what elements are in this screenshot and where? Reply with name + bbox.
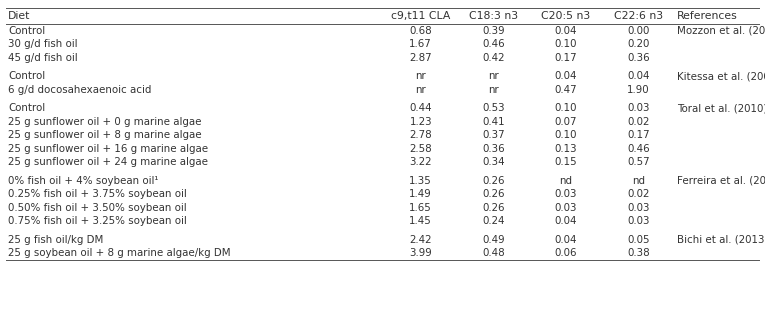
Text: 0.03: 0.03	[555, 189, 578, 199]
Text: 0.36: 0.36	[483, 144, 505, 154]
Text: 0.25% fish oil + 3.75% soybean oil: 0.25% fish oil + 3.75% soybean oil	[8, 189, 187, 199]
Text: 1.67: 1.67	[409, 39, 432, 49]
Text: 0.06: 0.06	[555, 248, 578, 258]
Text: nd: nd	[560, 176, 572, 186]
Text: 0.05: 0.05	[627, 235, 649, 245]
Text: nr: nr	[415, 85, 426, 95]
Text: Mozzon et al. (2002): Mozzon et al. (2002)	[677, 26, 765, 36]
Text: 0.04: 0.04	[627, 71, 649, 81]
Text: 25 g sunflower oil + 0 g marine algae: 25 g sunflower oil + 0 g marine algae	[8, 117, 202, 127]
Text: 0.49: 0.49	[483, 235, 505, 245]
Text: 0.03: 0.03	[627, 203, 649, 213]
Text: 0.10: 0.10	[555, 130, 578, 140]
Text: nr: nr	[488, 85, 500, 95]
Text: 0.44: 0.44	[409, 103, 432, 113]
Text: 0.00: 0.00	[627, 26, 649, 36]
Text: Control: Control	[8, 26, 45, 36]
Text: 0.47: 0.47	[555, 85, 578, 95]
Text: 0.39: 0.39	[483, 26, 505, 36]
Text: 25 g sunflower oil + 8 g marine algae: 25 g sunflower oil + 8 g marine algae	[8, 130, 202, 140]
Text: 0.48: 0.48	[483, 248, 505, 258]
Text: 25 g sunflower oil + 24 g marine algae: 25 g sunflower oil + 24 g marine algae	[8, 157, 208, 167]
Text: 0.37: 0.37	[483, 130, 505, 140]
Text: 0.15: 0.15	[555, 157, 578, 167]
Text: 0.75% fish oil + 3.25% soybean oil: 0.75% fish oil + 3.25% soybean oil	[8, 216, 187, 226]
Text: 0% fish oil + 4% soybean oil¹: 0% fish oil + 4% soybean oil¹	[8, 176, 158, 186]
Text: 3.22: 3.22	[409, 157, 432, 167]
Text: 0.24: 0.24	[483, 216, 505, 226]
Text: 0.04: 0.04	[555, 235, 578, 245]
Text: Kitessa et al. (2003): Kitessa et al. (2003)	[677, 71, 765, 81]
Text: Ferreira et al. (2011): Ferreira et al. (2011)	[677, 176, 765, 186]
Text: 0.41: 0.41	[483, 117, 505, 127]
Text: 0.17: 0.17	[555, 53, 578, 63]
Text: 1.23: 1.23	[409, 117, 432, 127]
Text: 2.58: 2.58	[409, 144, 432, 154]
Text: 0.04: 0.04	[555, 71, 578, 81]
Text: 0.42: 0.42	[483, 53, 505, 63]
Text: 2.87: 2.87	[409, 53, 432, 63]
Text: 1.35: 1.35	[409, 176, 432, 186]
Text: 0.34: 0.34	[483, 157, 505, 167]
Text: Toral et al. (2010): Toral et al. (2010)	[677, 103, 765, 113]
Text: 6 g/d docosahexaenoic acid: 6 g/d docosahexaenoic acid	[8, 85, 151, 95]
Text: 0.53: 0.53	[483, 103, 505, 113]
Text: 0.10: 0.10	[555, 39, 578, 49]
Text: C18:3 n3: C18:3 n3	[469, 11, 519, 21]
Text: C22:6 n3: C22:6 n3	[614, 11, 663, 21]
Text: 0.38: 0.38	[627, 248, 649, 258]
Text: 25 g soybean oil + 8 g marine algae/kg DM: 25 g soybean oil + 8 g marine algae/kg D…	[8, 248, 231, 258]
Text: Control: Control	[8, 71, 45, 81]
Text: nr: nr	[488, 71, 500, 81]
Text: 2.42: 2.42	[409, 235, 432, 245]
Text: Bichi et al. (2013): Bichi et al. (2013)	[677, 235, 765, 245]
Text: 0.02: 0.02	[627, 117, 649, 127]
Text: 0.13: 0.13	[555, 144, 578, 154]
Text: 0.57: 0.57	[627, 157, 649, 167]
Text: 0.04: 0.04	[555, 216, 578, 226]
Text: 1.90: 1.90	[627, 85, 649, 95]
Text: 30 g/d fish oil: 30 g/d fish oil	[8, 39, 77, 49]
Text: Control: Control	[8, 103, 45, 113]
Text: 0.03: 0.03	[555, 203, 578, 213]
Text: 0.26: 0.26	[483, 189, 505, 199]
Text: 1.49: 1.49	[409, 189, 432, 199]
Text: 0.68: 0.68	[409, 26, 432, 36]
Text: 0.04: 0.04	[555, 26, 578, 36]
Text: 0.50% fish oil + 3.50% soybean oil: 0.50% fish oil + 3.50% soybean oil	[8, 203, 187, 213]
Text: 0.46: 0.46	[483, 39, 505, 49]
Text: 0.02: 0.02	[627, 189, 649, 199]
Text: 1.65: 1.65	[409, 203, 432, 213]
Text: 0.46: 0.46	[627, 144, 649, 154]
Text: 25 g sunflower oil + 16 g marine algae: 25 g sunflower oil + 16 g marine algae	[8, 144, 208, 154]
Text: 0.26: 0.26	[483, 203, 505, 213]
Text: 0.17: 0.17	[627, 130, 649, 140]
Text: Diet: Diet	[8, 11, 31, 21]
Text: 3.99: 3.99	[409, 248, 432, 258]
Text: 0.20: 0.20	[627, 39, 649, 49]
Text: 0.03: 0.03	[627, 216, 649, 226]
Text: 1.45: 1.45	[409, 216, 432, 226]
Text: References: References	[677, 11, 737, 21]
Text: 0.36: 0.36	[627, 53, 649, 63]
Text: 45 g/d fish oil: 45 g/d fish oil	[8, 53, 78, 63]
Text: 0.26: 0.26	[483, 176, 505, 186]
Text: c9,t11 CLA: c9,t11 CLA	[391, 11, 451, 21]
Text: 25 g fish oil/kg DM: 25 g fish oil/kg DM	[8, 235, 103, 245]
Text: nr: nr	[415, 71, 426, 81]
Text: 0.03: 0.03	[627, 103, 649, 113]
Text: C20:5 n3: C20:5 n3	[542, 11, 591, 21]
Text: 2.78: 2.78	[409, 130, 432, 140]
Text: 0.07: 0.07	[555, 117, 578, 127]
Text: 0.10: 0.10	[555, 103, 578, 113]
Text: nd: nd	[632, 176, 645, 186]
